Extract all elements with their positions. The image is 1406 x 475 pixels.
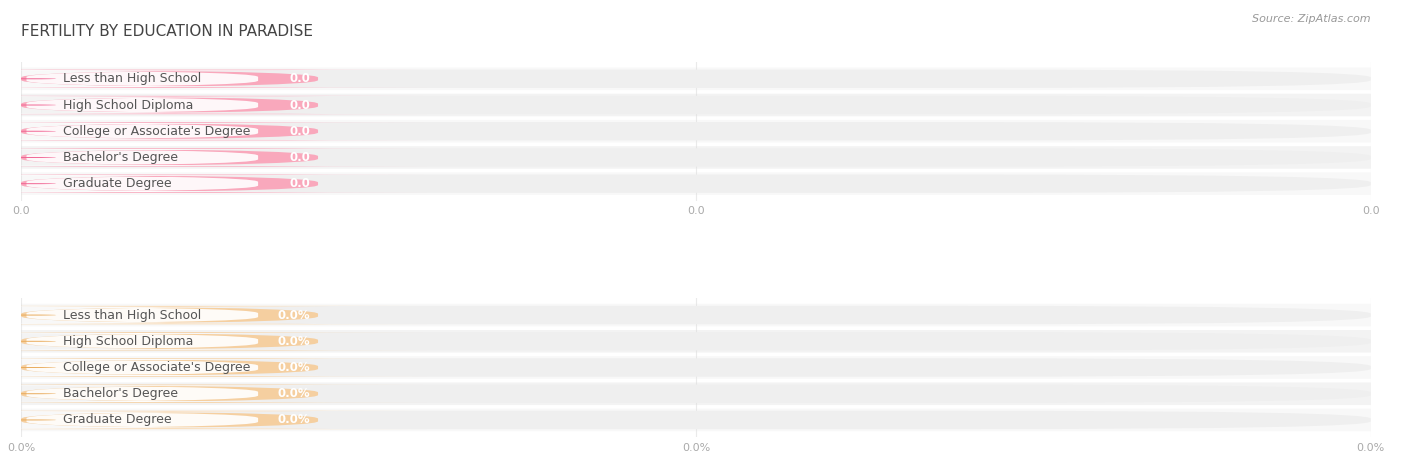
Text: Bachelor's Degree: Bachelor's Degree xyxy=(63,387,179,400)
Circle shape xyxy=(7,131,56,132)
Text: Graduate Degree: Graduate Degree xyxy=(63,413,172,427)
FancyBboxPatch shape xyxy=(0,330,1398,352)
FancyBboxPatch shape xyxy=(0,94,1398,116)
Circle shape xyxy=(7,104,56,105)
FancyBboxPatch shape xyxy=(0,358,426,377)
Circle shape xyxy=(7,157,56,158)
Circle shape xyxy=(7,314,56,315)
Circle shape xyxy=(7,419,56,420)
FancyBboxPatch shape xyxy=(0,146,1398,169)
FancyBboxPatch shape xyxy=(0,120,1398,142)
FancyBboxPatch shape xyxy=(0,356,1398,379)
Text: 0.0%: 0.0% xyxy=(277,387,309,400)
FancyBboxPatch shape xyxy=(21,122,1371,141)
FancyBboxPatch shape xyxy=(0,408,1398,431)
FancyBboxPatch shape xyxy=(0,67,1398,90)
FancyBboxPatch shape xyxy=(0,385,426,403)
Text: 0.0%: 0.0% xyxy=(277,361,309,374)
FancyBboxPatch shape xyxy=(0,148,426,167)
Text: College or Associate's Degree: College or Associate's Degree xyxy=(63,125,250,138)
FancyBboxPatch shape xyxy=(21,306,1371,324)
Text: 0.0: 0.0 xyxy=(290,151,309,164)
FancyBboxPatch shape xyxy=(0,382,1398,405)
FancyBboxPatch shape xyxy=(0,96,426,114)
Text: Less than High School: Less than High School xyxy=(63,309,201,322)
Text: 0.0: 0.0 xyxy=(290,98,309,112)
Circle shape xyxy=(7,367,56,368)
FancyBboxPatch shape xyxy=(0,333,364,350)
FancyBboxPatch shape xyxy=(0,123,364,140)
Text: FERTILITY BY EDUCATION IN PARADISE: FERTILITY BY EDUCATION IN PARADISE xyxy=(21,24,314,39)
Text: 0.0%: 0.0% xyxy=(277,413,309,427)
Text: Source: ZipAtlas.com: Source: ZipAtlas.com xyxy=(1253,14,1371,24)
FancyBboxPatch shape xyxy=(0,332,426,351)
FancyBboxPatch shape xyxy=(0,174,426,193)
FancyBboxPatch shape xyxy=(0,385,364,402)
FancyBboxPatch shape xyxy=(21,148,1371,167)
FancyBboxPatch shape xyxy=(21,411,1371,429)
FancyBboxPatch shape xyxy=(0,175,364,192)
FancyBboxPatch shape xyxy=(21,385,1371,403)
FancyBboxPatch shape xyxy=(0,359,364,376)
Text: High School Diploma: High School Diploma xyxy=(63,335,193,348)
Text: Graduate Degree: Graduate Degree xyxy=(63,177,172,190)
FancyBboxPatch shape xyxy=(21,174,1371,193)
FancyBboxPatch shape xyxy=(21,358,1371,377)
Text: High School Diploma: High School Diploma xyxy=(63,98,193,112)
Text: College or Associate's Degree: College or Associate's Degree xyxy=(63,361,250,374)
Circle shape xyxy=(7,393,56,394)
FancyBboxPatch shape xyxy=(0,411,426,429)
FancyBboxPatch shape xyxy=(0,70,426,88)
Text: 0.0: 0.0 xyxy=(290,72,309,86)
FancyBboxPatch shape xyxy=(0,122,426,141)
Circle shape xyxy=(7,341,56,342)
FancyBboxPatch shape xyxy=(0,307,364,323)
Text: 0.0: 0.0 xyxy=(290,177,309,190)
FancyBboxPatch shape xyxy=(0,411,364,428)
Text: 0.0%: 0.0% xyxy=(277,309,309,322)
FancyBboxPatch shape xyxy=(0,304,1398,326)
FancyBboxPatch shape xyxy=(21,70,1371,88)
FancyBboxPatch shape xyxy=(0,306,426,324)
FancyBboxPatch shape xyxy=(0,172,1398,195)
Text: 0.0: 0.0 xyxy=(290,125,309,138)
Circle shape xyxy=(7,183,56,184)
FancyBboxPatch shape xyxy=(0,70,364,87)
Circle shape xyxy=(7,78,56,79)
FancyBboxPatch shape xyxy=(21,332,1371,351)
Text: Bachelor's Degree: Bachelor's Degree xyxy=(63,151,179,164)
FancyBboxPatch shape xyxy=(21,96,1371,114)
FancyBboxPatch shape xyxy=(0,149,364,166)
FancyBboxPatch shape xyxy=(0,96,364,114)
Text: Less than High School: Less than High School xyxy=(63,72,201,86)
Text: 0.0%: 0.0% xyxy=(277,335,309,348)
